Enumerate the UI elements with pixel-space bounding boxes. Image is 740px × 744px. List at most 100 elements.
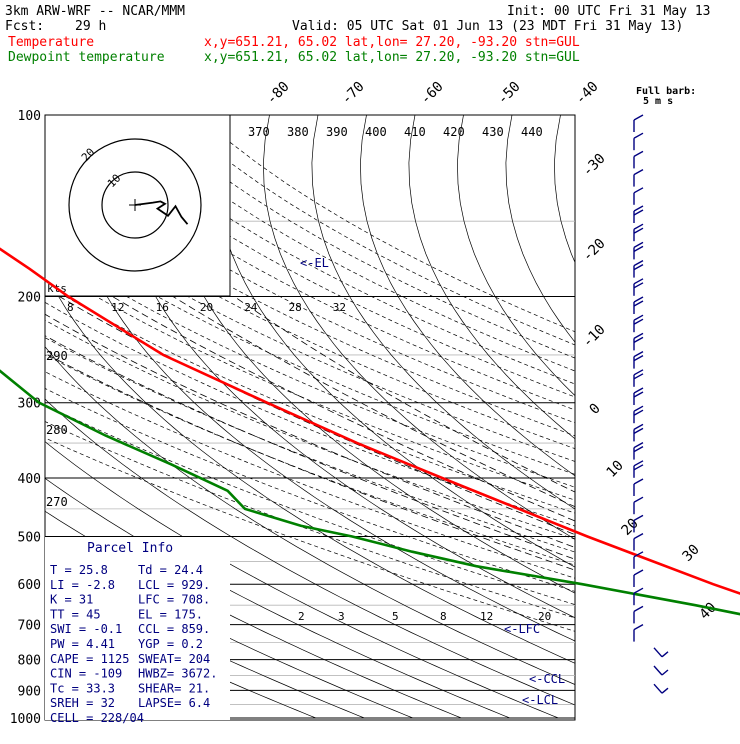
wind-barb (634, 261, 643, 278)
wind-barb (634, 224, 643, 241)
valid-time: Valid: 05 UTC Sat 01 Jun 13 (23 MDT Fri … (292, 19, 683, 34)
wind-barb (634, 352, 643, 369)
theta-label-420: 420 (443, 125, 465, 139)
wind-barb (654, 666, 668, 675)
wind-barb (634, 242, 643, 259)
wind-barb-flag (634, 170, 643, 175)
moist-adiabat-28 (173, 297, 740, 719)
wind-barb (634, 115, 643, 132)
wind-barb (634, 279, 643, 296)
wind-barb-staff (654, 684, 662, 693)
wind-barb (634, 625, 643, 642)
theta-label-390: 390 (326, 125, 348, 139)
wind-barb-flag (662, 652, 668, 657)
parcel-info-left-5: PW = 4.41 (50, 637, 115, 651)
wind-barb (634, 170, 643, 187)
wind-barb (634, 588, 643, 605)
wind-barb-flag (634, 133, 643, 138)
isotherm-label-20: 20 (619, 516, 642, 539)
theta-label-370: 370 (248, 125, 270, 139)
wind-scale-label-20: 20 (200, 301, 213, 314)
pressure-label-700: 700 (18, 619, 41, 634)
pressure-label-600: 600 (18, 578, 41, 593)
parcel-info-left-1: LI = -2.8 (50, 578, 115, 592)
pressure-label-300: 300 (18, 397, 41, 412)
wind-barb (634, 479, 643, 496)
wind-scale-label-12: 12 (111, 301, 124, 314)
wind-barb (634, 534, 643, 551)
wind-barbs (634, 115, 668, 693)
ccl-marker: <-CCL (529, 672, 565, 686)
pressure-label-200: 200 (18, 291, 41, 306)
parcel-info-left-10: CELL = 228/04 (50, 711, 144, 725)
isotherm-label-0: 0 (587, 401, 604, 418)
wind-barb (634, 461, 643, 478)
wind-barb (634, 206, 643, 223)
theta-label-400: 400 (365, 125, 387, 139)
parcel-info-left-2: K = 31 (50, 593, 93, 607)
mixing-ratio-label-12: 12 (480, 610, 493, 623)
mixing-ratio-label-5: 5 (392, 610, 399, 623)
lfc-marker: <-LFC (504, 622, 540, 636)
wind-barb-flag (634, 479, 643, 484)
isotherm-label--30: -30 (580, 151, 609, 180)
fcst-label: Fcst: (5, 19, 44, 34)
mixing-ratio-line-8 (718, 584, 740, 718)
parcel-info-left-4: SWI = -0.1 (50, 622, 122, 636)
wind-barb-flag (634, 151, 643, 156)
parcel-info-right-1: LCL = 929. (138, 578, 210, 592)
parcel-info-left-7: CIN = -109 (50, 667, 122, 681)
isotherm-label--20: -20 (580, 236, 609, 265)
isotherm-10 (360, 115, 740, 718)
wind-barb (634, 388, 643, 405)
parcel-info-left-6: CAPE = 1125 (50, 652, 129, 666)
parcel-info-right-8: SHEAR= 21. (138, 681, 210, 695)
isotherm--30 (166, 115, 740, 718)
theta-label-290: 290 (46, 349, 68, 363)
wind-barb (634, 297, 643, 314)
isotherm-label-40: 40 (697, 600, 720, 623)
parcel-info-left-9: SREH = 32 (50, 696, 115, 710)
wind-barb (634, 151, 643, 168)
theta-label-430: 430 (482, 125, 504, 139)
isotherm-label-30: 30 (680, 542, 703, 565)
theta-label-410: 410 (404, 125, 426, 139)
wind-scale-label-16: 16 (156, 301, 169, 314)
wind-barb-flag (634, 534, 643, 539)
parcel-info-right-7: HWBZ= 3672. (138, 667, 217, 681)
theta-label-270: 270 (46, 495, 68, 509)
wind-barb-staff (654, 648, 662, 657)
pressure-label-100: 100 (18, 109, 41, 124)
isotherm--10 (263, 115, 740, 718)
dry-adiabat-460 (148, 115, 740, 718)
pressure-label-800: 800 (18, 654, 41, 669)
pressure-label-400: 400 (18, 472, 41, 487)
mixing-ratio-label-8: 8 (440, 610, 447, 623)
parcel-info-right-6: SWEAT= 204 (138, 652, 210, 666)
parcel-info-right-2: LFC = 708. (138, 593, 210, 607)
pressure-label-500: 500 (18, 530, 41, 545)
wind-barb-flag (634, 188, 643, 193)
fcst-value: 29 h (75, 19, 106, 34)
parcel-info-title: Parcel Info (87, 541, 173, 556)
wind-barb (634, 443, 643, 460)
parcel-info-left-3: TT = 45 (50, 607, 101, 621)
parcel-info-right-4: CCL = 859. (138, 622, 210, 636)
wind-barb-flag (634, 625, 643, 630)
wind-barb-flag (634, 115, 643, 120)
wind-barb (634, 570, 643, 587)
wind-barb (634, 315, 643, 332)
hodograph: 20 10 kts (45, 115, 230, 296)
dewpoint-location: x,y=651.21, 65.02 lat,lon= 27.20, -93.20… (204, 50, 580, 65)
isotherm-label--40: -40 (573, 79, 602, 108)
parcel-info-right-3: EL = 175. (138, 607, 203, 621)
wind-scale-label-32: 32 (333, 301, 346, 314)
theta-label-440: 440 (521, 125, 543, 139)
wind-barb (634, 424, 643, 441)
